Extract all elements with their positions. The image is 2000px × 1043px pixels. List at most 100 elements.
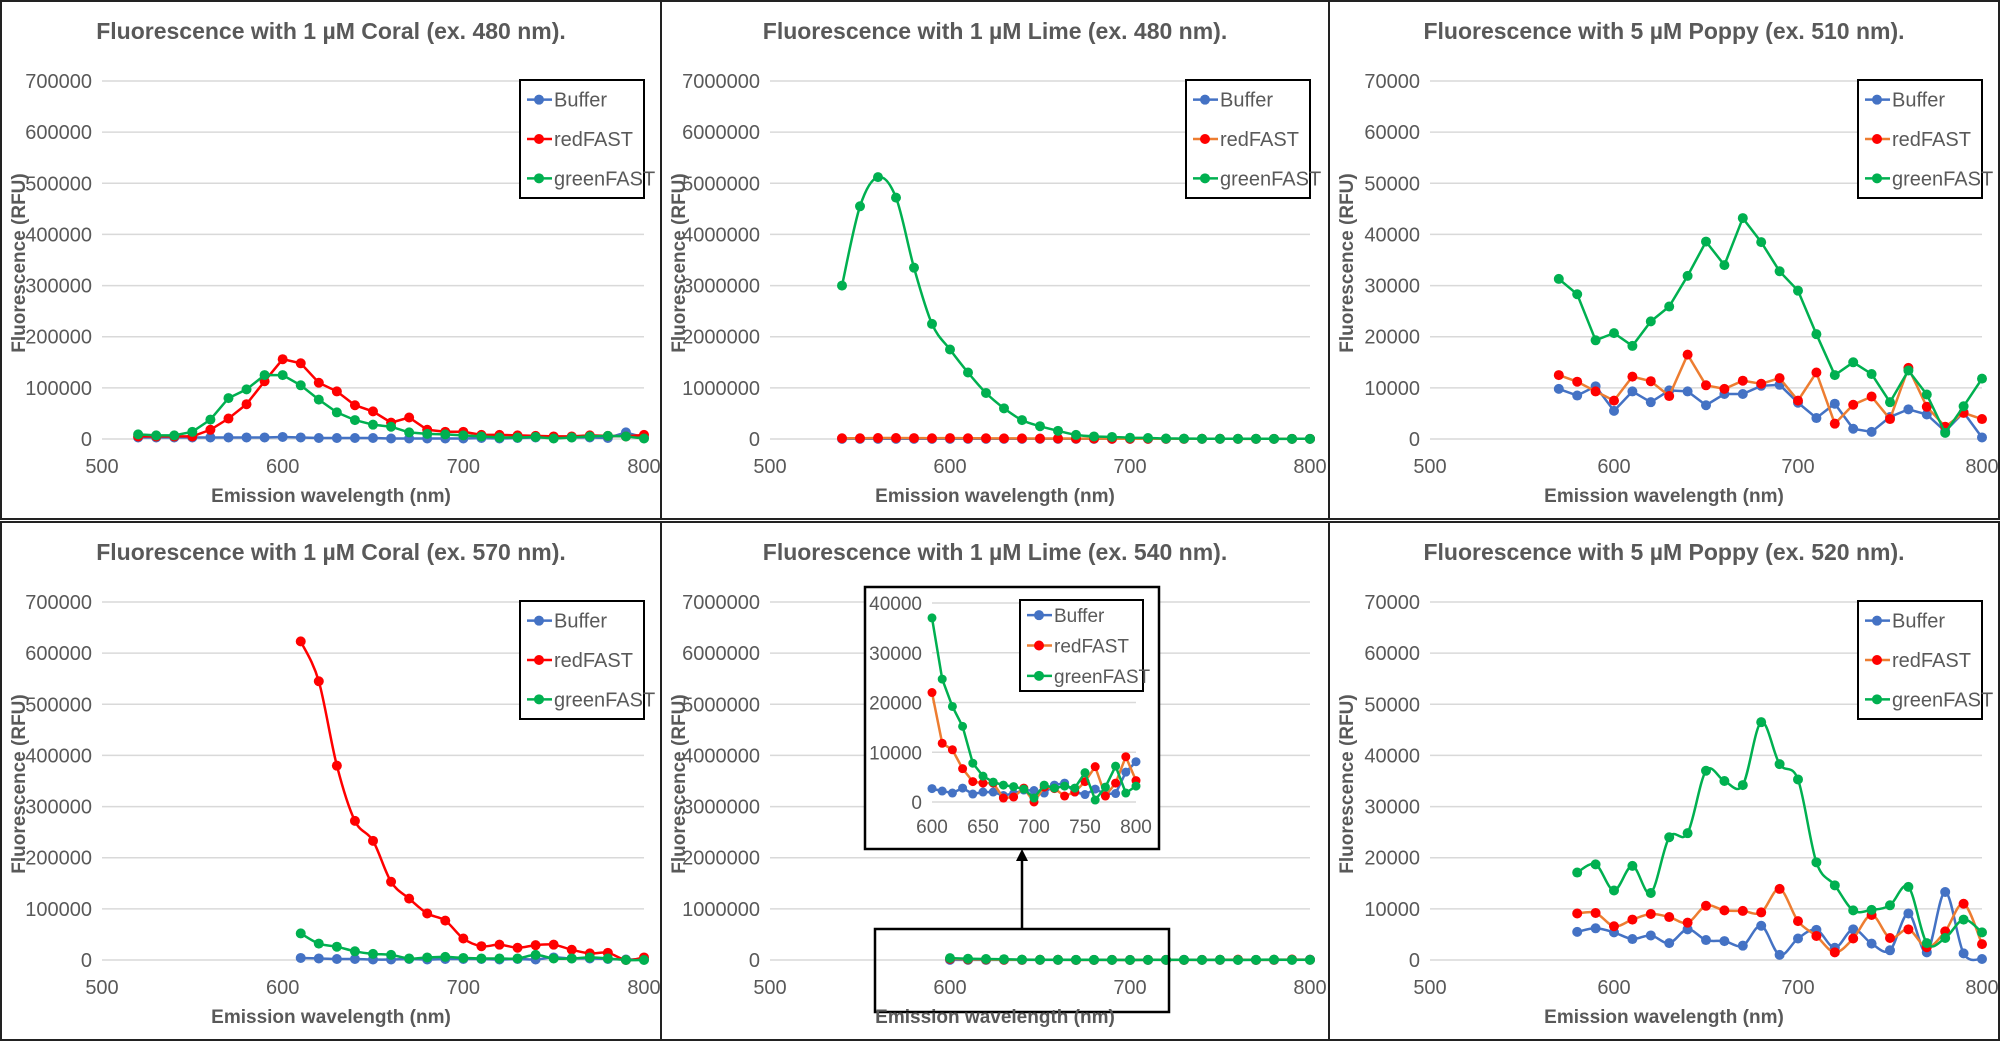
data-point bbox=[458, 934, 468, 944]
data-point bbox=[999, 781, 1008, 790]
data-point bbox=[260, 370, 270, 380]
data-point bbox=[1867, 369, 1877, 379]
data-point bbox=[1811, 329, 1821, 339]
data-point bbox=[1609, 396, 1619, 406]
data-point bbox=[1646, 397, 1656, 407]
data-point bbox=[1287, 955, 1297, 965]
data-point bbox=[945, 345, 955, 355]
y-tick-label: 5000000 bbox=[682, 694, 760, 716]
data-point bbox=[1811, 857, 1821, 867]
data-point bbox=[1627, 915, 1637, 925]
data-point bbox=[350, 400, 360, 410]
data-point bbox=[1091, 796, 1100, 805]
data-point bbox=[1609, 328, 1619, 338]
data-point bbox=[837, 433, 847, 443]
data-point bbox=[1738, 941, 1748, 951]
series-Buffer bbox=[1572, 887, 1987, 964]
y-tick-label: 6000000 bbox=[682, 643, 760, 665]
data-point bbox=[1903, 365, 1913, 375]
data-point bbox=[386, 422, 396, 432]
data-point bbox=[979, 772, 988, 781]
data-point bbox=[1646, 888, 1656, 898]
data-point bbox=[981, 433, 991, 443]
legend-label: greenFAST bbox=[554, 689, 655, 711]
legend-marker bbox=[1034, 671, 1044, 681]
y-tick-label: 1000000 bbox=[682, 899, 760, 921]
data-point bbox=[1554, 274, 1564, 284]
series-line bbox=[1577, 889, 1982, 952]
data-point bbox=[513, 943, 523, 953]
data-point bbox=[837, 281, 847, 291]
data-point bbox=[948, 745, 957, 754]
y-tick-label: 30000 bbox=[1364, 797, 1420, 819]
data-point bbox=[1554, 384, 1564, 394]
data-point bbox=[963, 433, 973, 443]
data-point bbox=[1111, 762, 1120, 771]
chart-title: Fluorescence with 1 µM Coral (ex. 480 nm… bbox=[2, 18, 660, 45]
x-tick-label: 800 bbox=[1120, 817, 1152, 838]
data-point bbox=[1081, 768, 1090, 777]
data-point bbox=[1719, 905, 1729, 915]
legend-label: greenFAST bbox=[1892, 689, 1993, 711]
y-tick-label: 100000 bbox=[25, 899, 92, 921]
series-greenFAST bbox=[837, 172, 1315, 444]
x-tick-label: 650 bbox=[967, 817, 999, 838]
y-tick-label: 20000 bbox=[1364, 327, 1420, 349]
x-axis-label: Emission wavelength (nm) bbox=[662, 486, 1328, 508]
data-point bbox=[1867, 427, 1877, 437]
data-point bbox=[1977, 432, 1987, 442]
data-point bbox=[422, 952, 432, 962]
legend-label: greenFAST bbox=[1892, 168, 1993, 190]
data-point bbox=[1848, 400, 1858, 410]
data-point bbox=[567, 945, 577, 955]
data-point bbox=[368, 420, 378, 430]
chart-title: Fluorescence with 1 µM Lime (ex. 480 nm)… bbox=[662, 18, 1328, 45]
legend-marker bbox=[534, 616, 544, 626]
data-point bbox=[1121, 789, 1130, 798]
y-tick-label: 0 bbox=[911, 793, 922, 814]
data-point bbox=[1738, 213, 1748, 223]
data-point bbox=[909, 433, 919, 443]
data-point bbox=[981, 388, 991, 398]
data-point bbox=[1738, 780, 1748, 790]
data-point bbox=[169, 430, 179, 440]
data-point bbox=[567, 953, 577, 963]
data-point bbox=[1719, 260, 1729, 270]
data-point bbox=[1125, 433, 1135, 443]
data-point bbox=[1664, 938, 1674, 948]
data-point bbox=[621, 431, 631, 441]
data-point bbox=[1627, 341, 1637, 351]
legend-label: Buffer bbox=[1054, 606, 1105, 627]
legend-label: redFAST bbox=[1892, 650, 1971, 672]
data-point bbox=[603, 953, 613, 963]
data-point bbox=[1627, 386, 1637, 396]
data-point bbox=[296, 358, 306, 368]
data-point bbox=[1017, 433, 1027, 443]
legend-marker bbox=[1872, 173, 1882, 183]
series-line bbox=[842, 177, 1310, 439]
x-axis-label: Emission wavelength (nm) bbox=[2, 1007, 660, 1029]
data-point bbox=[1609, 921, 1619, 931]
data-point bbox=[133, 429, 143, 439]
data-point bbox=[242, 384, 252, 394]
data-point bbox=[1756, 921, 1766, 931]
x-tick-label: 500 bbox=[1413, 456, 1446, 478]
y-tick-label: 5000000 bbox=[682, 173, 760, 195]
x-tick-label: 800 bbox=[627, 456, 660, 478]
y-tick-label: 3000000 bbox=[682, 797, 760, 819]
data-point bbox=[1793, 396, 1803, 406]
y-tick-label: 10000 bbox=[869, 743, 922, 764]
data-point bbox=[1738, 906, 1748, 916]
data-point bbox=[314, 676, 324, 686]
data-point bbox=[404, 953, 414, 963]
data-point bbox=[422, 429, 432, 439]
data-point bbox=[1287, 434, 1297, 444]
x-axis-label: Emission wavelength (nm) bbox=[2, 486, 660, 508]
data-point bbox=[1867, 392, 1877, 402]
data-point bbox=[1867, 939, 1877, 949]
data-point bbox=[205, 425, 215, 435]
data-point bbox=[1885, 900, 1895, 910]
data-point bbox=[1811, 931, 1821, 941]
